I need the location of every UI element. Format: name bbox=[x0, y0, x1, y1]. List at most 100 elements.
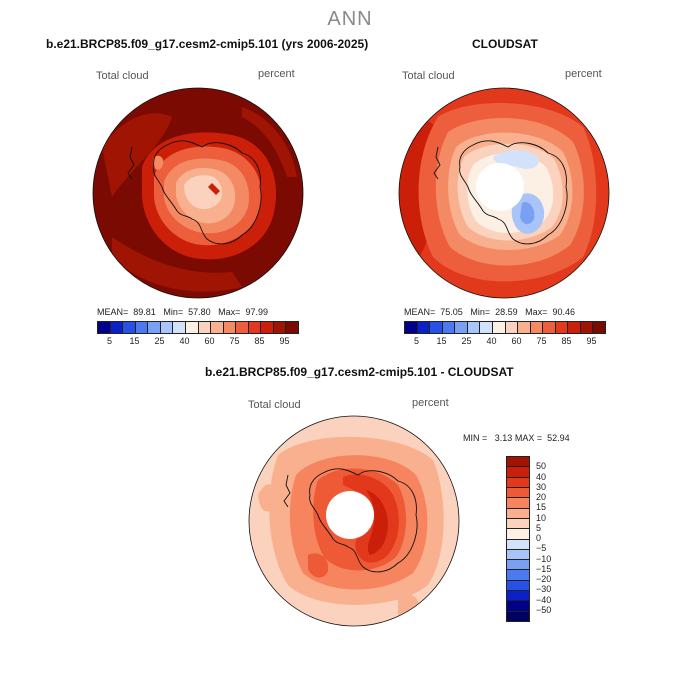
diff-colorbar-swatch bbox=[507, 508, 529, 519]
panel-2-variable-label: Total cloud bbox=[402, 70, 455, 82]
diff-colorbar-swatch bbox=[507, 560, 529, 571]
panel-1-polar-map bbox=[92, 87, 304, 299]
panel-1-colorbar-labels: 5 15 25 40 60 75 85 95 bbox=[97, 336, 297, 348]
diff-colorbar-label: 10 bbox=[536, 512, 547, 523]
diff-colorbar-swatch bbox=[507, 529, 529, 540]
diff-colorbar-label: 20 bbox=[536, 492, 547, 502]
diff-colorbar-label: 15 bbox=[536, 502, 547, 513]
colorbar-swatch bbox=[160, 322, 174, 333]
colorbar-tick-label: 40 bbox=[179, 336, 190, 346]
panel-2-colorbar-labels: 5 15 25 40 60 75 85 95 bbox=[404, 336, 604, 348]
diff-colorbar-swatch bbox=[507, 457, 529, 468]
colorbar-swatch bbox=[223, 322, 237, 333]
diff-max-label: MAX = bbox=[514, 433, 543, 443]
colorbar-swatch bbox=[110, 322, 124, 333]
diff-colorbar-label: −50 bbox=[536, 604, 552, 615]
diff-colorbar-swatch bbox=[507, 601, 529, 612]
diff-colorbar bbox=[506, 456, 530, 622]
colorbar-swatch bbox=[405, 322, 418, 333]
panel-2-max-value: 90.46 bbox=[552, 307, 575, 317]
colorbar-swatch bbox=[273, 322, 287, 333]
colorbar-tick-label: 60 bbox=[204, 336, 215, 346]
panel-2-mean-label: MEAN= bbox=[404, 307, 436, 317]
colorbar-swatch bbox=[173, 322, 186, 333]
figure-season-title: ANN bbox=[327, 8, 373, 30]
colorbar-swatch bbox=[123, 322, 136, 333]
colorbar-swatch bbox=[467, 322, 481, 333]
panel-1-mean-value: 89.81 bbox=[133, 307, 156, 317]
colorbar-tick-label: 25 bbox=[154, 336, 165, 346]
colorbar-swatch bbox=[543, 322, 556, 333]
diff-colorbar-swatch bbox=[507, 611, 529, 621]
colorbar-tick-label: 75 bbox=[536, 336, 547, 346]
diff-colorbar-swatch bbox=[507, 498, 529, 509]
diff-colorbar-label: 5 bbox=[536, 522, 542, 533]
diff-colorbar-swatch bbox=[507, 539, 529, 550]
diff-colorbar-label: 0 bbox=[536, 533, 542, 543]
colorbar-tick-label: 15 bbox=[129, 336, 140, 346]
colorbar-swatch bbox=[480, 322, 493, 333]
colorbar-swatch bbox=[518, 322, 531, 333]
colorbar-swatch bbox=[98, 322, 111, 333]
diff-colorbar-label: 40 bbox=[536, 471, 547, 482]
diff-colorbar-labels: 50 40 30 20 15 10 5 0 −5 −10 −15 −20 −30 −40 −50 bbox=[536, 456, 576, 620]
colorbar-tick-label: 85 bbox=[254, 336, 265, 346]
panel-1-min-label: Min= bbox=[163, 307, 184, 317]
diff-colorbar-label: −5 bbox=[536, 543, 547, 554]
colorbar-swatch bbox=[455, 322, 468, 333]
colorbar-swatch bbox=[530, 322, 544, 333]
colorbar-swatch bbox=[492, 322, 506, 333]
colorbar-swatch bbox=[442, 322, 456, 333]
panel-1-stats: MEAN= 89.81 Min= 57.80 Max= 97.99 bbox=[97, 307, 268, 317]
diff-min-label: MIN = bbox=[463, 433, 488, 443]
diff-panel-range: MIN = 3.13 MAX = 52.94 bbox=[463, 433, 570, 443]
diff-panel-polar-map bbox=[248, 415, 460, 627]
colorbar-swatch bbox=[593, 322, 605, 333]
panel-1-colorbar bbox=[97, 321, 299, 334]
diff-colorbar-label: −20 bbox=[536, 574, 552, 584]
panel-1-min-value: 57.80 bbox=[188, 307, 211, 317]
panel-1-variable-label: Total cloud bbox=[96, 70, 149, 82]
diff-colorbar-swatch bbox=[507, 580, 529, 592]
colorbar-swatch bbox=[135, 322, 149, 333]
colorbar-tick-label: 5 bbox=[413, 336, 420, 346]
colorbar-swatch bbox=[505, 322, 519, 333]
panel-1-max-value: 97.99 bbox=[245, 307, 268, 317]
panel-2-min-label: Min= bbox=[470, 307, 491, 317]
colorbar-swatch bbox=[580, 322, 594, 333]
colorbar-tick-label: 60 bbox=[511, 336, 522, 346]
panel-2-polar-map bbox=[398, 87, 610, 299]
colorbar-swatch bbox=[568, 322, 581, 333]
diff-panel-title: b.e21.BRCP85.f09_g17.cesm2-cmip5.101 - C… bbox=[205, 365, 514, 379]
diff-colorbar-label: 50 bbox=[536, 461, 547, 472]
colorbar-swatch bbox=[211, 322, 224, 333]
colorbar-tick-label: 95 bbox=[586, 336, 597, 346]
panel-2-max-label: Max= bbox=[525, 307, 548, 317]
panel-2-colorbar bbox=[404, 321, 606, 334]
panel-1-max-label: Max= bbox=[218, 307, 241, 317]
diff-colorbar-label: −30 bbox=[536, 584, 552, 595]
colorbar-swatch bbox=[185, 322, 199, 333]
diff-colorbar-label: −10 bbox=[536, 553, 552, 564]
colorbar-tick-label: 25 bbox=[461, 336, 472, 346]
panel-1-mean-label: MEAN= bbox=[97, 307, 129, 317]
colorbar-swatch bbox=[430, 322, 443, 333]
panel-2-units-label: percent bbox=[565, 68, 602, 80]
colorbar-swatch bbox=[248, 322, 262, 333]
diff-colorbar-swatch bbox=[507, 549, 529, 561]
colorbar-tick-label: 75 bbox=[229, 336, 240, 346]
panel-1-units-label: percent bbox=[258, 68, 295, 80]
diff-colorbar-swatch bbox=[507, 591, 529, 602]
diff-colorbar-swatch bbox=[507, 570, 529, 581]
diff-colorbar-label: −40 bbox=[536, 594, 552, 605]
diff-panel-variable-label: Total cloud bbox=[248, 399, 301, 411]
colorbar-tick-label: 85 bbox=[561, 336, 572, 346]
diff-panel-units-label: percent bbox=[412, 397, 449, 409]
colorbar-tick-label: 40 bbox=[486, 336, 497, 346]
diff-colorbar-label: 30 bbox=[536, 481, 547, 492]
colorbar-swatch bbox=[417, 322, 431, 333]
panel-2-min-value: 28.59 bbox=[495, 307, 518, 317]
colorbar-swatch bbox=[198, 322, 212, 333]
diff-max-value: 52.94 bbox=[547, 433, 570, 443]
diff-colorbar-swatch bbox=[507, 467, 529, 478]
